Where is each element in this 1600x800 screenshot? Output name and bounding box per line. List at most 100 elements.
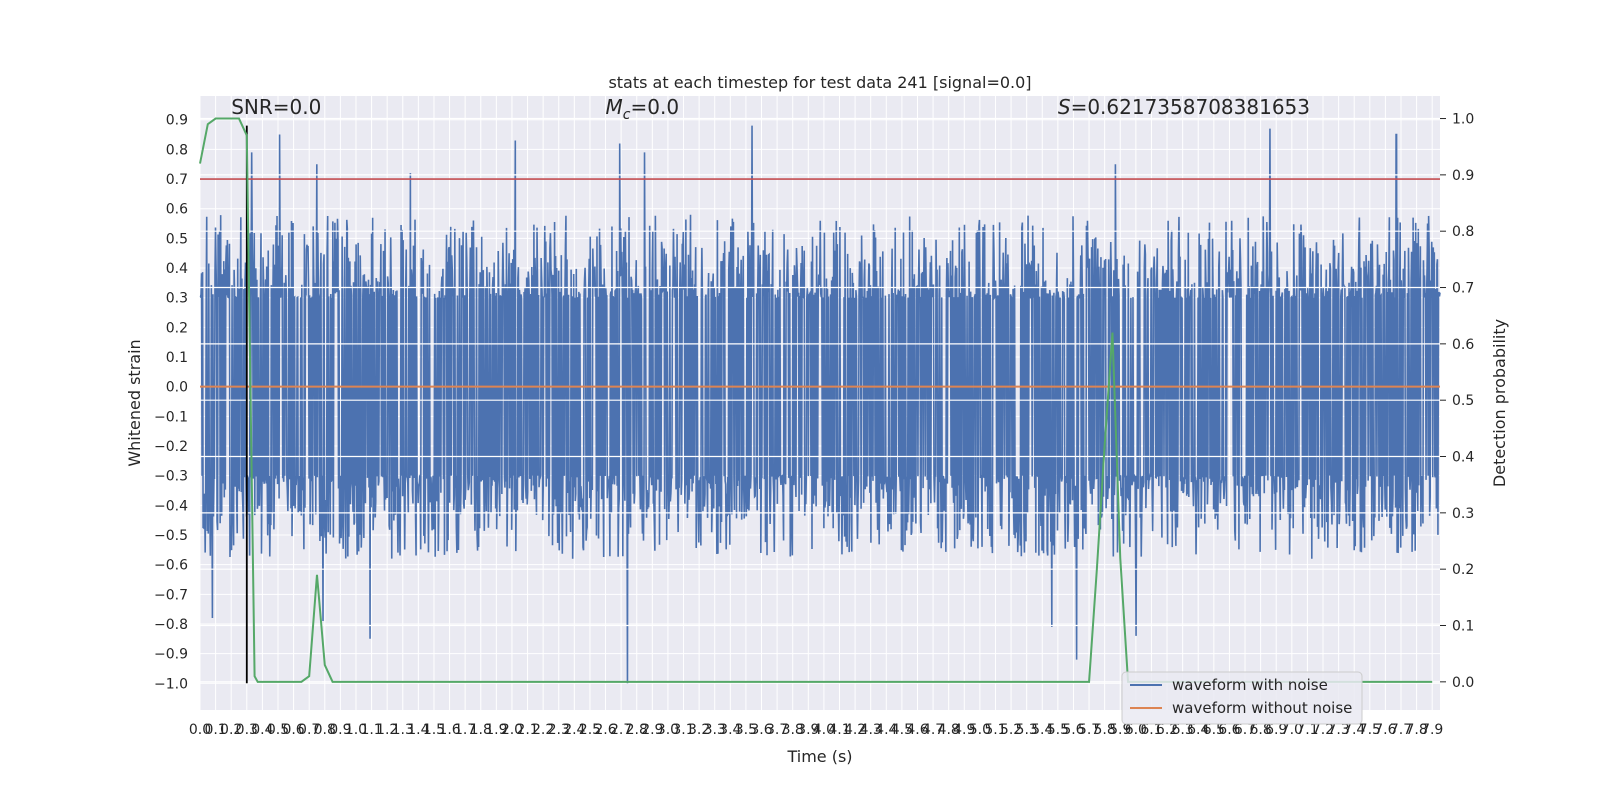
y-left-axis-label: Whitened strain: [125, 339, 144, 466]
x-tick-label: 5.4: [1031, 722, 1053, 738]
x-tick-label: 7.9: [1421, 722, 1443, 738]
y-left-tick-label: 0.7: [166, 172, 188, 188]
y-right-tick-label: 0.3: [1452, 506, 1474, 522]
y-right-tick-label: 0.0: [1452, 675, 1474, 691]
x-tick-label: 2.1: [516, 722, 538, 738]
line-detection-probability: [199, 117, 1433, 683]
x-tick-label: 2.3: [548, 722, 570, 738]
y-right-tick-label: 0.2: [1452, 562, 1474, 578]
x-tick-label: 5.8: [1094, 722, 1116, 738]
x-tick-label: 1.9: [485, 722, 507, 738]
x-tick-label: 0.6: [282, 722, 304, 738]
x-tick-label: 7.6: [1374, 722, 1396, 738]
x-tick-label: 2.7: [610, 722, 632, 738]
x-tick-label: 2.2: [532, 722, 554, 738]
x-tick-label: 6.9: [1265, 722, 1287, 738]
x-tick-label: 2.6: [594, 722, 616, 738]
x-tick-label: 4.5: [891, 722, 913, 738]
y-left-tick-label: −0.1: [154, 409, 188, 425]
x-axis-label: Time (s): [786, 747, 852, 766]
x-tick-label: 1.4: [407, 722, 429, 738]
y-left-tick-label: −0.7: [154, 587, 188, 603]
y-right-tick-label: 0.5: [1452, 393, 1474, 409]
legend-label-waveform-without-noise: waveform without noise: [1172, 699, 1352, 717]
y-right-tick-label: 0.6: [1452, 337, 1474, 353]
x-tick-label: 1.0: [345, 722, 367, 738]
x-tick-label: 1.1: [360, 722, 382, 738]
y-left-tick-label: −0.8: [154, 617, 188, 633]
y-left-tick-label: −0.5: [154, 528, 188, 544]
y-left-tick-label: −0.6: [154, 558, 188, 574]
annotation-score: S=0.6217358708381653: [1058, 95, 1310, 119]
x-tick-label: 4.3: [860, 722, 882, 738]
x-tick-label: 3.7: [766, 722, 788, 738]
x-tick-label: 4.8: [938, 722, 960, 738]
y-left-tick-label: 0.6: [166, 202, 188, 218]
x-tick-label: 7.7: [1390, 722, 1412, 738]
x-axis-ticks: 0.00.10.20.30.40.50.60.70.80.91.01.11.21…: [189, 722, 1443, 738]
x-tick-label: 5.2: [1000, 722, 1022, 738]
x-tick-label: 1.5: [423, 722, 445, 738]
x-tick-label: 7.0: [1281, 722, 1303, 738]
x-tick-label: 6.5: [1203, 722, 1225, 738]
x-tick-label: 7.5: [1359, 722, 1381, 738]
x-tick-label: 6.3: [1172, 722, 1194, 738]
x-tick-label: 6.7: [1234, 722, 1256, 738]
x-tick-label: 1.6: [438, 722, 460, 738]
x-tick-label: 4.6: [906, 722, 928, 738]
x-tick-label: 0.2: [220, 722, 242, 738]
x-tick-label: 7.4: [1343, 722, 1365, 738]
x-tick-label: 6.6: [1218, 722, 1240, 738]
x-tick-label: 0.5: [267, 722, 289, 738]
series-detection-probability: [199, 117, 1433, 683]
y-left-tick-label: 0.4: [166, 261, 188, 277]
x-tick-label: 7.3: [1327, 722, 1349, 738]
x-tick-label: 4.1: [828, 722, 850, 738]
x-tick-label: 2.5: [579, 722, 601, 738]
x-tick-label: 0.0: [189, 722, 211, 738]
x-tick-label: 7.8: [1405, 722, 1427, 738]
x-tick-label: 3.4: [719, 722, 741, 738]
x-tick-label: 1.2: [376, 722, 398, 738]
y-left-axis-ticks: −1.0 −0.9 −0.8 −0.7 −0.6 −0.5 −0.4 −0.3 −0.2 −0.1…: [154, 113, 188, 693]
chart-title: stats at each timestep for test data 241…: [608, 73, 1031, 92]
annotations: SNR=0.0 Mc=0.0 S=0.6217358708381653: [231, 95, 1310, 123]
x-tick-label: 2.0: [501, 722, 523, 738]
y-left-tick-label: −0.3: [154, 469, 188, 485]
x-tick-label: 6.4: [1187, 722, 1209, 738]
y-left-tick-label: 0.3: [166, 291, 188, 307]
y-left-tick-label: 0.9: [166, 113, 188, 129]
annotation-chirp-mass: Mc=0.0: [606, 95, 680, 123]
x-tick-label: 3.9: [797, 722, 819, 738]
annotation-snr: SNR=0.0: [231, 95, 321, 119]
x-tick-label: 1.3: [392, 722, 414, 738]
x-tick-label: 7.2: [1312, 722, 1334, 738]
x-tick-label: 6.2: [1156, 722, 1178, 738]
x-tick-label: 3.6: [750, 722, 772, 738]
y-left-tick-label: −1.0: [154, 676, 188, 692]
x-tick-label: 6.1: [1140, 722, 1162, 738]
y-right-axis-label: Detection probability: [1490, 319, 1509, 487]
x-tick-label: 0.7: [298, 722, 320, 738]
x-tick-label: 0.8: [314, 722, 336, 738]
x-tick-label: 3.2: [688, 722, 710, 738]
y-left-tick-label: 0.0: [166, 380, 188, 396]
x-tick-label: 3.8: [782, 722, 804, 738]
x-tick-label: 6.8: [1249, 722, 1271, 738]
x-tick-label: 0.3: [236, 722, 258, 738]
x-tick-label: 7.1: [1296, 722, 1318, 738]
x-tick-label: 4.2: [844, 722, 866, 738]
y-right-tick-label: 0.1: [1452, 619, 1474, 635]
x-tick-label: 1.7: [454, 722, 476, 738]
x-tick-label: 5.5: [1047, 722, 1069, 738]
y-left-tick-label: −0.4: [154, 498, 188, 514]
y-right-tick-label: 0.9: [1452, 168, 1474, 184]
x-tick-label: 4.7: [922, 722, 944, 738]
x-tick-label: 5.6: [1062, 722, 1084, 738]
x-tick-label: 4.9: [953, 722, 975, 738]
x-tick-label: 5.1: [984, 722, 1006, 738]
y-right-tick-label: 0.7: [1452, 281, 1474, 297]
x-tick-label: 3.5: [735, 722, 757, 738]
y-left-tick-label: 0.5: [166, 231, 188, 247]
x-tick-label: 5.0: [969, 722, 991, 738]
